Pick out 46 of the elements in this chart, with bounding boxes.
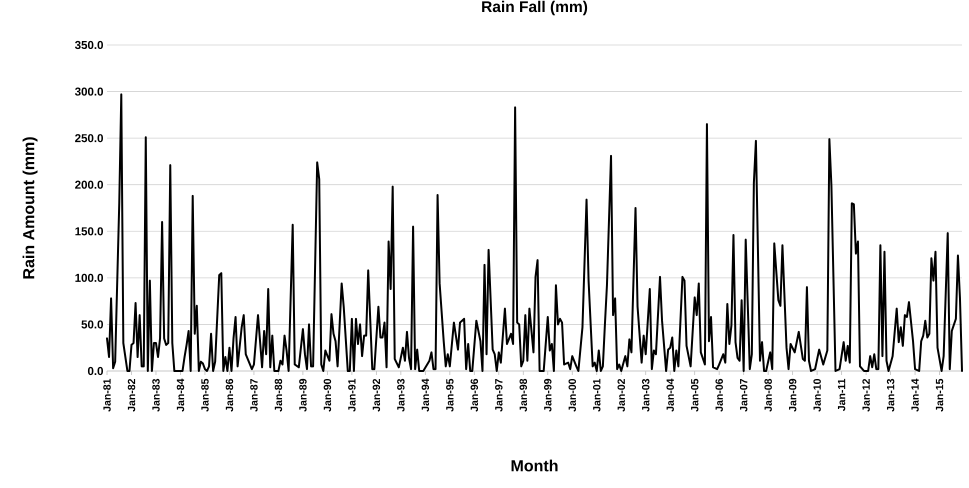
x-tick-label: Jan-01 (593, 378, 600, 412)
x-tick-label: Jan-12 (862, 378, 870, 412)
x-tick-label: Jan-05 (690, 378, 698, 412)
x-tick-label: Jan-92 (372, 378, 380, 412)
x-tick-label: Jan-89 (299, 378, 307, 412)
x-tick-label: Jan-96 (470, 378, 478, 412)
x-tick-label: Jan-83 (152, 378, 160, 412)
x-tick-label: Jan-86 (226, 378, 234, 412)
x-tick-label: Jan-84 (176, 378, 184, 412)
x-tick-label: Jan-09 (788, 378, 796, 412)
y-tick-label: 350.0 (74, 40, 103, 50)
x-tick-label: Jan-13 (886, 378, 894, 412)
x-tick-label: Jan-87 (250, 378, 258, 412)
x-tick-label: Jan-85 (201, 378, 209, 412)
x-tick-label: Jan-94 (422, 378, 430, 412)
y-tick-label: 150.0 (75, 227, 103, 236)
y-tick-label: 200.0 (75, 180, 103, 189)
y-tick-label: 100.0 (75, 274, 103, 282)
x-tick-label: Jan-02 (618, 378, 625, 412)
y-tick-label: 50.0 (81, 320, 103, 328)
x-tick-label: Jan-04 (666, 378, 674, 412)
x-tick-label: Jan-15 (936, 378, 944, 412)
x-tick-label: Jan-82 (128, 378, 136, 412)
x-tick-label: Jan-91 (348, 378, 356, 412)
x-tick-label: Jan-90 (324, 378, 332, 412)
x-tick-label: Jan-98 (520, 378, 528, 412)
x-tick-label: Jan-07 (740, 378, 748, 412)
x-tick-label: Jan-10 (813, 378, 821, 412)
y-axis-title: Rain Amount (mm) (22, 137, 38, 278)
x-tick-label: Jan-00 (568, 378, 576, 412)
x-tick-label: Jan-11 (838, 378, 846, 412)
x-tick-label: Jan-93 (397, 378, 405, 412)
x-tick-label: Jan-03 (642, 378, 650, 412)
y-tick-label: 250.0 (75, 134, 103, 142)
x-tick-label: Jan-99 (544, 378, 552, 412)
x-tick-label: Jan-95 (446, 378, 454, 412)
y-tick-label: 300.0 (74, 87, 103, 96)
x-axis-title: Month (512, 460, 558, 472)
y-tick-label: 0.0 (88, 366, 104, 376)
x-tick-label: Jan-06 (715, 378, 723, 412)
x-tick-label: Jan-81 (103, 378, 111, 412)
x-tick-label: Jan-14 (911, 378, 919, 412)
x-tick-label: Jan-88 (274, 378, 282, 412)
chart-title: Rain Fall (mm) (482, 0, 588, 16)
x-tick-label: Jan-97 (495, 378, 503, 412)
x-tick-label: Jan-08 (764, 378, 772, 412)
